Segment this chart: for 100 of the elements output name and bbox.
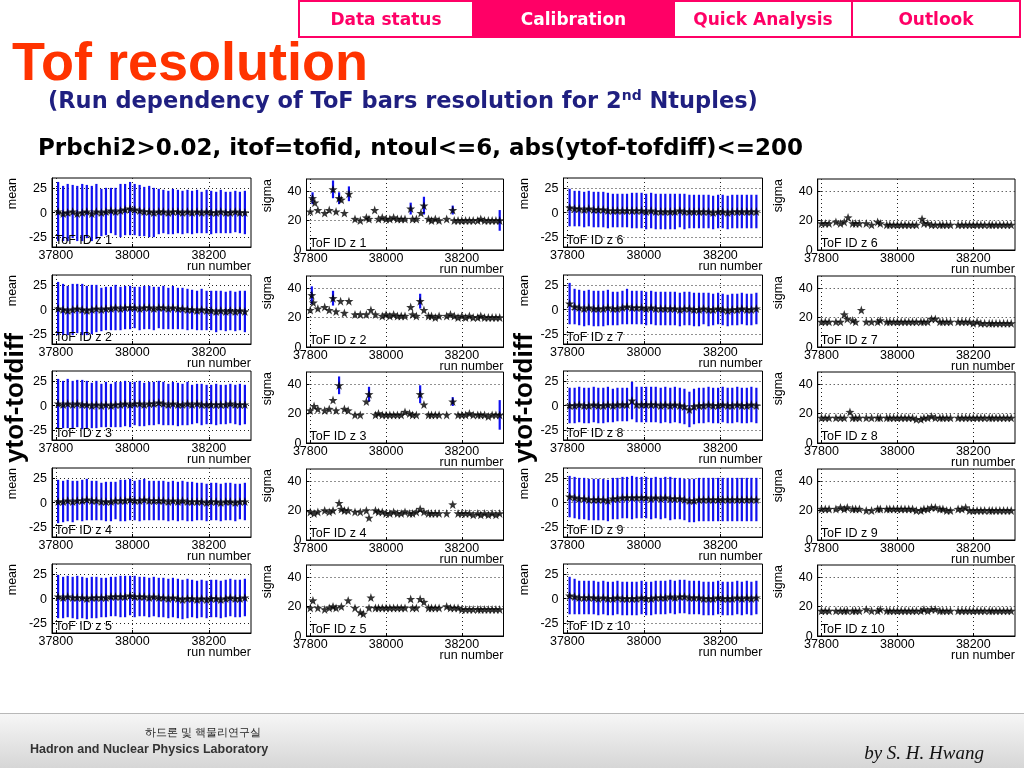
point (331, 306, 341, 316)
y-tick-label: 40 (287, 183, 302, 198)
tab: Quick Analysis (673, 0, 853, 38)
point (400, 310, 410, 320)
y-axis-title: sigma (770, 371, 785, 406)
point (1006, 413, 1016, 423)
tab: Data status (298, 0, 474, 38)
y-axis-title: sigma (770, 564, 785, 599)
annotation: ToF ID z 10 (820, 621, 885, 636)
text: by S. H. Hwang (864, 742, 984, 763)
point (856, 305, 866, 315)
y-tick-label: -25 (28, 519, 48, 534)
y-tick-label: 40 (287, 473, 302, 488)
x-tick-label: 38200 (955, 347, 991, 361)
point (320, 505, 330, 515)
annotation: ToF ID z 9 (820, 525, 878, 539)
point (434, 508, 444, 518)
point (307, 290, 317, 300)
y-axis-title: mean (5, 563, 19, 596)
annotation: ToF ID z 10 (566, 618, 631, 633)
annotation: ToF ID z 8 (820, 428, 878, 443)
point (334, 380, 344, 390)
y-tick-label: 0 (40, 205, 48, 220)
text: Hadron and Nuclear Physics Laboratory (30, 742, 269, 756)
point (843, 212, 853, 222)
y-tick-label: -25 (28, 230, 48, 245)
y-tick-label: 25 (544, 277, 559, 292)
y-tick-label: 40 (798, 569, 813, 584)
point (946, 220, 955, 230)
point (584, 302, 594, 312)
point (361, 397, 371, 407)
point (861, 218, 871, 228)
x-tick-label: 38000 (880, 540, 915, 554)
x-tick-label: 37800 (549, 247, 585, 262)
point (419, 305, 429, 315)
point (442, 214, 452, 224)
y-axis-title: mean (516, 177, 531, 210)
point (364, 512, 374, 522)
y-tick-label: 25 (544, 470, 559, 485)
tab: Outlook (851, 0, 1021, 38)
x-tick-label: 37800 (38, 537, 74, 551)
point (355, 410, 365, 420)
point (320, 604, 330, 614)
point (355, 215, 365, 225)
point (336, 296, 346, 306)
x-tick-label: 37800 (38, 344, 74, 358)
x-axis-title: run number (698, 548, 763, 562)
point (320, 302, 330, 312)
y-tick-label: 20 (287, 502, 302, 517)
annotation: ToF ID z 3 (55, 425, 113, 440)
annotation: ToF ID z 4 (55, 522, 113, 536)
point (751, 303, 761, 313)
point (415, 296, 425, 306)
x-tick-label: 38000 (114, 344, 150, 358)
x-tick-label: 38000 (880, 636, 915, 651)
point (400, 214, 410, 224)
point (946, 413, 955, 423)
point (343, 505, 353, 515)
point (448, 205, 458, 215)
point (835, 316, 845, 326)
x-tick-label: 38000 (880, 443, 915, 458)
annotation: ToF ID z 9 (566, 522, 624, 536)
point (434, 410, 444, 420)
point (406, 204, 416, 214)
x-tick-label: 38000 (880, 347, 915, 361)
y-tick-label: 20 (287, 599, 302, 614)
y-tick-label: 40 (798, 183, 813, 198)
point (313, 303, 323, 313)
point (415, 389, 425, 399)
y-axis-title: sigma (259, 564, 274, 599)
point (334, 498, 344, 508)
point (328, 395, 338, 405)
x-tick-label: 38000 (626, 440, 662, 455)
y-axis-title: sigma (259, 468, 274, 502)
y-tick-label: 20 (287, 406, 302, 421)
x-tick-label: 37800 (38, 440, 74, 455)
point (406, 302, 416, 312)
point (406, 594, 416, 604)
x-tick-label: 37800 (38, 633, 74, 648)
x-tick-label: 38000 (114, 633, 150, 648)
point (339, 307, 349, 317)
point (442, 508, 452, 518)
y-tick-label: 25 (33, 470, 48, 485)
y-tick-label: -25 (540, 519, 559, 534)
point (845, 407, 855, 417)
annotation: ToF ID z 7 (566, 329, 624, 343)
point (366, 593, 376, 603)
x-axis-title: run number (439, 551, 504, 565)
point (419, 400, 429, 410)
point (434, 310, 444, 320)
point (313, 404, 323, 414)
point (565, 298, 575, 308)
y-axis-title: mean (5, 177, 19, 210)
y-tick-label: 40 (287, 376, 302, 391)
y-tick-label: -25 (28, 423, 48, 438)
y-tick-label: 25 (544, 373, 559, 388)
y-tick-label: 25 (33, 180, 48, 195)
x-tick-label: 37800 (549, 344, 585, 358)
annotation: ToF ID z 8 (566, 425, 624, 440)
x-tick-label: 38000 (114, 440, 150, 455)
